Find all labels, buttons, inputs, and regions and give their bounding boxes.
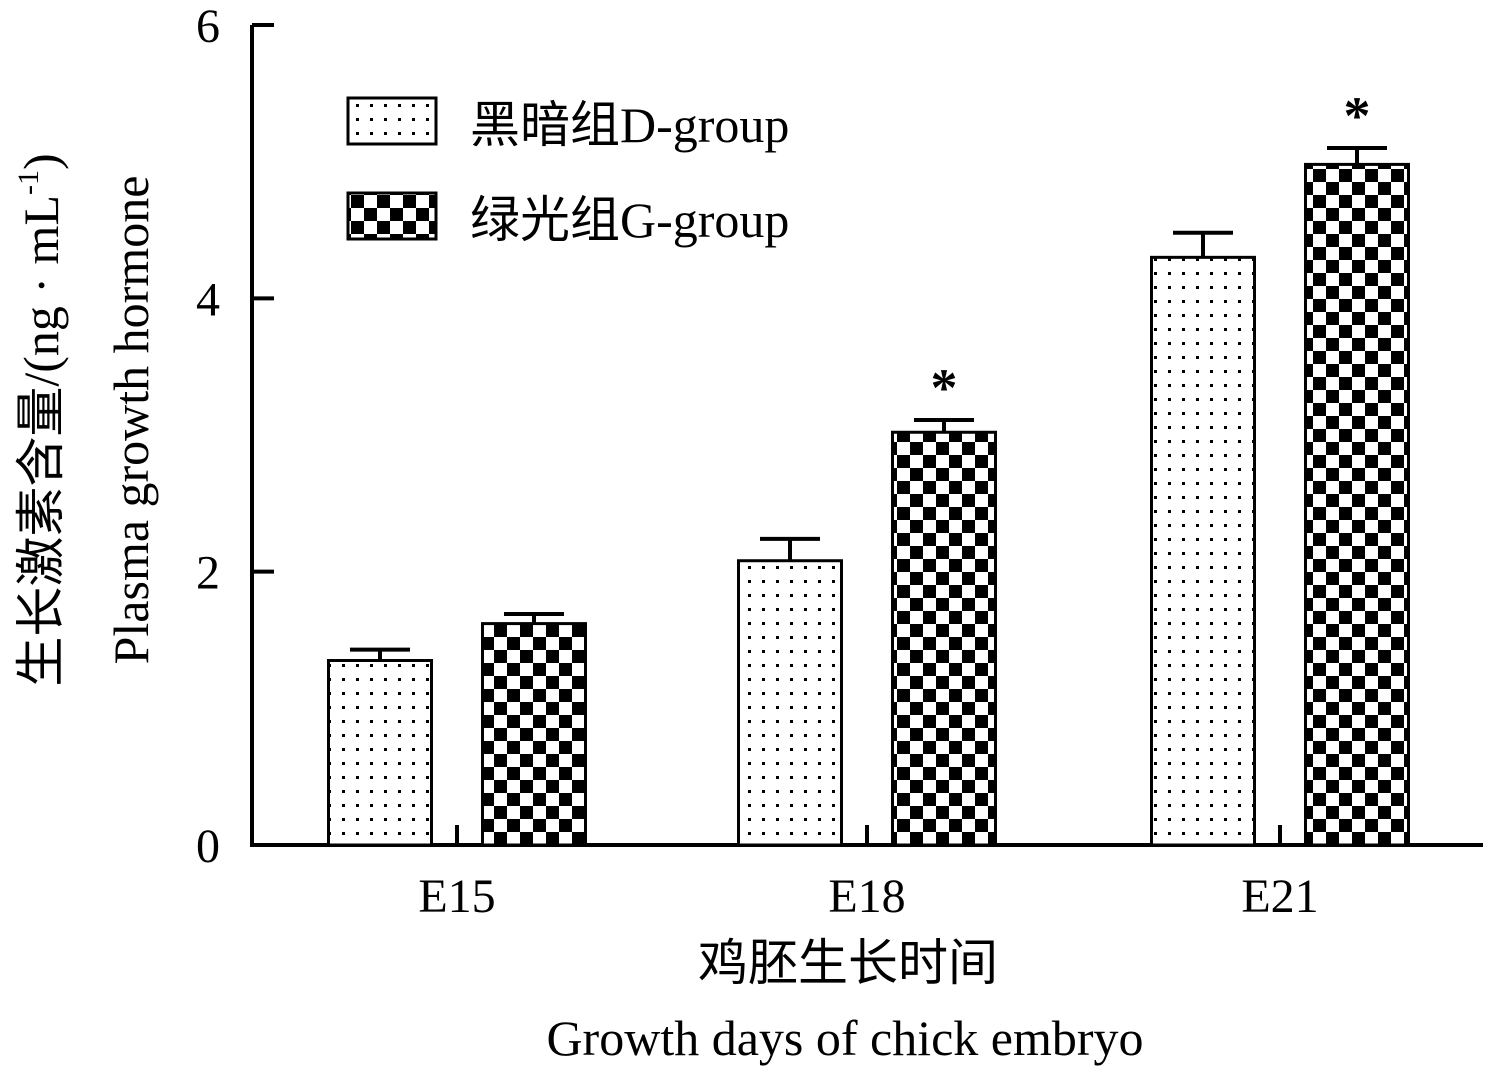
legend-label-g-group: 绿光组G-group	[470, 192, 789, 248]
y-tick-label-0: 0	[196, 820, 220, 873]
x-axis-tick-labels: E15 E18 E21	[418, 870, 1318, 923]
legend: 黑暗组D-group 绿光组G-group	[346, 96, 789, 248]
significance-mark-E18-series-1: *	[931, 358, 958, 418]
x-tick-label-E21: E21	[1241, 870, 1318, 923]
x-axis-title-english: Growth days of chick embryo	[546, 1010, 1143, 1066]
y-tick-label-6: 6	[196, 0, 220, 53]
bar-E21-series-1	[1304, 162, 1410, 847]
y-tick-label-4: 4	[196, 273, 220, 326]
legend-label-d-group: 黑暗组D-group	[470, 97, 789, 153]
x-tick-label-E18: E18	[828, 870, 905, 923]
y-axis-title-close: )	[13, 153, 69, 170]
bars: **	[327, 86, 1410, 847]
y-tick-label-2: 2	[196, 547, 220, 600]
y-axis-title-chinese: 生长激素含量/(ng · mL-1)	[12, 153, 69, 686]
y-axis-ticks: 0 2 4 6	[196, 0, 274, 873]
bar-E15-series-1	[481, 622, 587, 847]
y-axis-title-superscript: -1	[12, 170, 45, 195]
y-axis-title-chinese-main: 生长激素含量/(ng · mL	[13, 195, 69, 687]
x-tick-label-E15: E15	[418, 870, 495, 923]
axes	[250, 25, 1483, 847]
bar-E21-series-0	[1150, 255, 1256, 847]
significance-mark-E21-series-1: *	[1344, 86, 1371, 146]
bar-E15-series-0	[327, 659, 433, 847]
bar-E18-series-1	[891, 430, 997, 847]
bar-E18-series-0	[737, 559, 843, 847]
y-axis-title-english: Plasma growth hormone	[103, 176, 159, 665]
x-axis-title-chinese: 鸡胚生长时间	[698, 935, 998, 991]
legend-swatch-d-group	[346, 96, 438, 146]
legend-swatch-g-group	[346, 191, 438, 241]
